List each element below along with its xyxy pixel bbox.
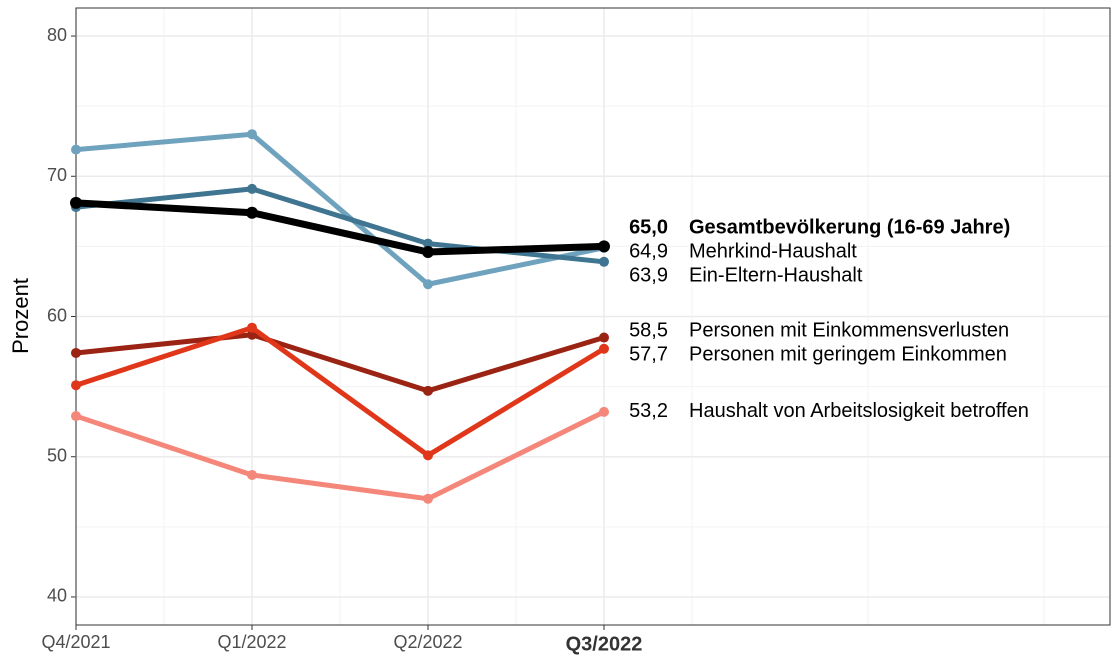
point (70, 196, 82, 209)
point (599, 332, 609, 343)
x-tick-label: Q3/2022 (566, 633, 643, 655)
point (423, 385, 433, 396)
series-label: Haushalt von Arbeitslosigkeit betroffen (689, 400, 1029, 422)
x-tick-label: Q1/2022 (217, 632, 286, 652)
point (423, 279, 433, 290)
point (247, 183, 257, 194)
series-label: Gesamtbevölkerung (16-69 Jahre) (689, 216, 1010, 238)
y-tick-label: 70 (47, 165, 67, 185)
point (71, 411, 81, 422)
point (247, 469, 257, 480)
plot-border (75, 7, 1111, 626)
point (71, 144, 81, 155)
x-tick-label: Q2/2022 (393, 632, 462, 652)
y-tick-label: 60 (47, 305, 67, 325)
series-line (75, 131, 605, 287)
point (423, 493, 433, 504)
point (247, 129, 257, 140)
point (599, 406, 609, 417)
y-tick-label: 40 (47, 586, 67, 606)
value-label: 57,7 (629, 343, 668, 365)
y-tick-label: 80 (47, 25, 67, 45)
point (598, 240, 610, 253)
series-label: Personen mit geringem Einkommen (689, 343, 1007, 365)
series-line (75, 199, 605, 256)
point (71, 347, 81, 358)
series-label: Personen mit Einkommensverlusten (689, 319, 1009, 341)
series-label: Ein-Eltern-Haushalt (689, 264, 863, 286)
point (599, 256, 609, 267)
x-tick-label: Q4/2021 (41, 632, 110, 652)
value-label: 64,9 (629, 240, 668, 262)
point (599, 343, 609, 354)
series-line (75, 186, 605, 265)
value-label: 63,9 (629, 264, 668, 286)
point (71, 380, 81, 391)
point (423, 238, 433, 249)
series-line (75, 325, 606, 458)
y-axis-title: Prozent (8, 278, 33, 354)
point (247, 322, 257, 333)
value-label: 53,2 (629, 400, 668, 422)
series-line (75, 332, 605, 394)
series-line (75, 409, 606, 502)
series-label: Mehrkind-Haushalt (689, 240, 857, 262)
point (422, 245, 434, 258)
point (423, 450, 433, 461)
point (246, 206, 258, 219)
value-label: 65,0 (629, 216, 668, 238)
value-label: 58,5 (629, 319, 668, 341)
y-tick-label: 50 (47, 445, 67, 465)
